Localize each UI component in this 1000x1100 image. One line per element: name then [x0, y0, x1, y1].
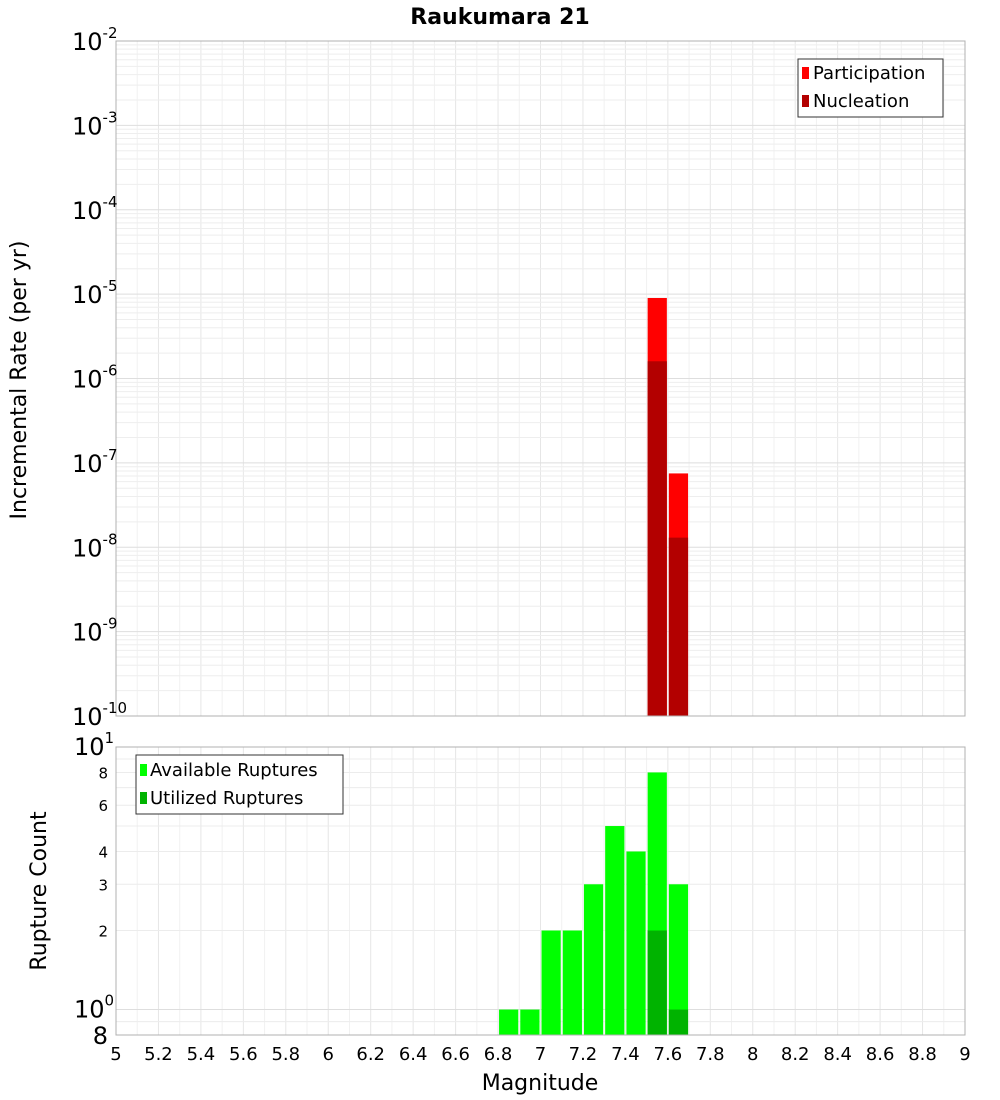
available-ruptures-legend-label: Available Ruptures	[150, 760, 318, 781]
nucleation-legend-label: Nucleation	[813, 91, 909, 112]
magnitude-x-ticks: 5 5.2 5.4 5.6 5.8 6 6.2 6.4 6.6 6.8 7 7.2 7.4 7.6 7.8 8…	[110, 1044, 970, 1065]
rate-plot-border	[115, 40, 966, 717]
x-tick-label: 7.8	[696, 1044, 725, 1065]
count-y-major-tick-label: 100	[74, 992, 114, 1024]
x-tick-label: 8.4	[823, 1044, 852, 1065]
count-available-ruptures-bar	[541, 930, 561, 1035]
available-ruptures-legend-swatch	[140, 764, 147, 776]
x-tick-label: 6	[323, 1044, 334, 1065]
rate-y-tick-label: 10-4	[72, 193, 118, 225]
utilized-ruptures-legend-swatch	[140, 792, 147, 804]
count-available-ruptures-bar	[562, 930, 582, 1035]
rate-grid	[115, 41, 966, 717]
x-tick-label: 6.4	[399, 1044, 428, 1065]
count-available-ruptures-bar	[626, 851, 646, 1035]
rate-y-tick-label: 10-5	[72, 277, 118, 309]
x-tick-label: 7	[535, 1044, 546, 1065]
x-tick-label: 7.4	[611, 1044, 640, 1065]
x-tick-label: 7.6	[654, 1044, 683, 1065]
x-tick-label: 8	[747, 1044, 758, 1065]
count-y-minor-tick-label: 4	[98, 843, 108, 861]
rate-legend: Participation Nucleation	[797, 58, 944, 118]
rate-y-tick-label: 10-7	[72, 446, 118, 478]
count-available-ruptures-bar	[605, 826, 625, 1035]
count-y-minor-tick-label: 2	[98, 923, 108, 941]
rate-panel: 10-2 10-3 10-4 10-5 10-6 10-7 10-8 10-9 10-10 In…	[7, 24, 966, 731]
x-tick-label: 8.6	[866, 1044, 895, 1065]
count-y-axis-label: Rupture Count	[27, 811, 52, 971]
count-legend: Available Ruptures Utilized Ruptures	[135, 754, 344, 815]
x-tick-label: 5.6	[229, 1044, 258, 1065]
rate-bars	[647, 297, 689, 716]
rate-y-tick-label: 10-8	[72, 530, 118, 562]
rate-y-ticks: 10-2 10-3 10-4 10-5 10-6 10-7 10-8 10-9 10-10	[72, 24, 127, 731]
x-tick-label: 5.2	[144, 1044, 173, 1065]
count-available-ruptures-bar	[583, 884, 604, 1035]
rate-y-tick-label: 10-9	[72, 615, 118, 647]
chart-title: Raukumara 21	[410, 5, 589, 30]
count-y-minor-tick-label: 8	[98, 764, 108, 782]
count-legend-box	[135, 754, 344, 815]
count-available-ruptures-bar	[499, 1009, 519, 1035]
count-available-ruptures-bar	[520, 1009, 540, 1035]
rate-nucleation-bar	[647, 361, 667, 716]
rate-legend-box	[797, 58, 944, 118]
magnitude-x-axis-label: Magnitude	[482, 1071, 599, 1096]
rate-y-axis-label: Incremental Rate (per yr)	[7, 241, 32, 520]
rate-y-tick-label: 10-10	[72, 699, 127, 731]
count-y-minor-tick-label: 3	[98, 876, 108, 894]
utilized-ruptures-legend-label: Utilized Ruptures	[150, 788, 303, 809]
count-available-ruptures-bar	[668, 884, 689, 1035]
count-bars	[499, 772, 689, 1035]
count-y-minor-tick-label: 8	[93, 1022, 108, 1050]
x-tick-label: 6.2	[356, 1044, 385, 1065]
x-tick-label: 9	[959, 1044, 970, 1065]
x-tick-label: 6.8	[484, 1044, 513, 1065]
rate-y-tick-label: 10-2	[72, 24, 118, 56]
x-tick-label: 8.2	[781, 1044, 810, 1065]
rate-y-tick-label: 10-3	[72, 108, 118, 140]
x-tick-label: 5.8	[271, 1044, 300, 1065]
x-tick-label: 7.2	[569, 1044, 598, 1065]
x-tick-label: 8.8	[908, 1044, 937, 1065]
count-y-minor-tick-label: 6	[98, 797, 108, 815]
x-tick-label: 6.6	[441, 1044, 470, 1065]
x-tick-label: 5	[110, 1044, 121, 1065]
count-utilized-ruptures-bar	[647, 930, 667, 1035]
rate-nucleation-bar	[668, 537, 689, 716]
count-utilized-ruptures-bar	[668, 1009, 689, 1035]
rate-y-tick-label: 10-6	[72, 362, 118, 394]
participation-legend-swatch	[802, 67, 809, 79]
x-tick-label: 5.4	[187, 1044, 216, 1065]
participation-legend-label: Participation	[813, 63, 925, 84]
count-plot-border	[115, 746, 966, 1036]
count-y-major-tick-label: 101	[74, 729, 114, 761]
nucleation-legend-swatch	[802, 95, 809, 107]
